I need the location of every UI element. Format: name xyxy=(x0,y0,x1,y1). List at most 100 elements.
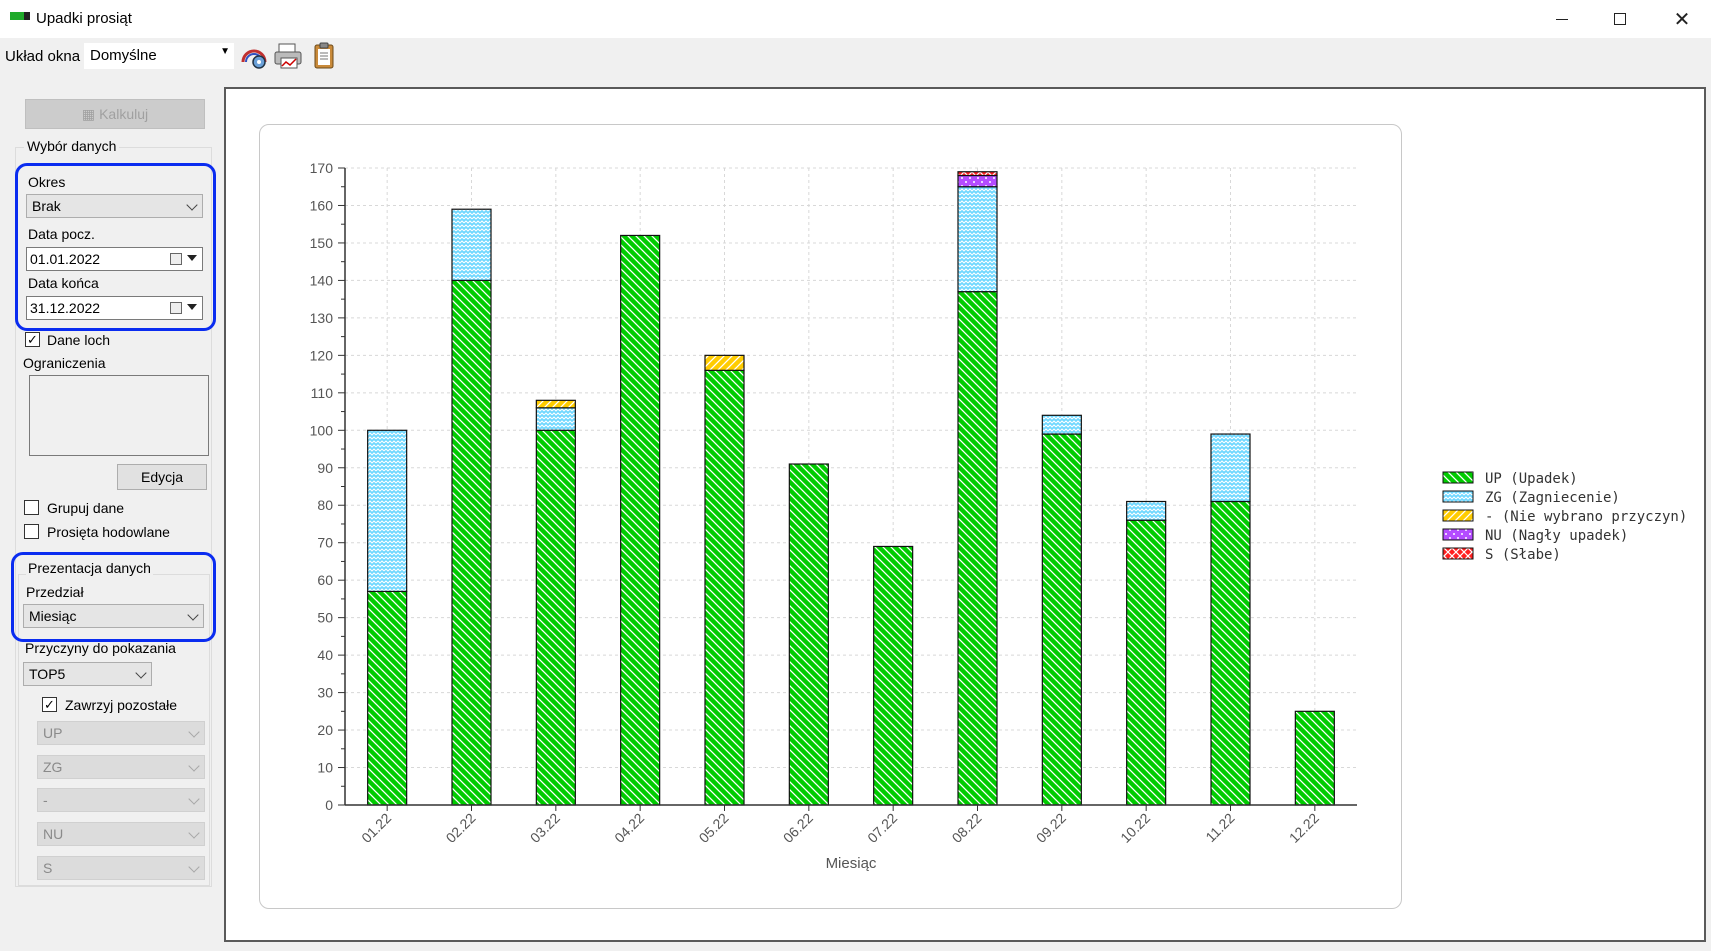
y-tick-label: 30 xyxy=(317,685,333,701)
bar-segment xyxy=(1126,519,1167,806)
x-tick-label: 06.22 xyxy=(780,810,816,846)
sow-data-label: Dane loch xyxy=(47,332,111,348)
x-tick-label: 03.22 xyxy=(527,810,563,846)
bar-segment xyxy=(957,186,998,293)
calendar-icon xyxy=(170,302,182,314)
legend-swatch xyxy=(1442,547,1474,560)
calculate-button[interactable]: ▦ Kalkuluj xyxy=(25,99,205,129)
period-select[interactable]: Brak xyxy=(26,194,203,218)
y-tick-label: 100 xyxy=(310,422,334,438)
legend-swatch xyxy=(1442,471,1474,484)
start-date-picker[interactable]: 01.01.2022 xyxy=(26,247,203,271)
dropdown-arrow-icon: ▼ xyxy=(220,46,230,57)
bar-segment xyxy=(451,279,492,806)
interval-select-value: Miesiąc xyxy=(29,608,77,624)
minimize-icon xyxy=(1556,18,1568,20)
cause-select-4[interactable]: NU xyxy=(37,822,205,846)
maximize-icon xyxy=(1614,13,1626,25)
y-tick-label: 50 xyxy=(317,610,333,626)
y-tick-label: 150 xyxy=(310,235,334,251)
cause-select-1[interactable]: UP xyxy=(37,721,205,745)
layout-label: Układ okna xyxy=(5,48,81,65)
window-title: Upadki prosiąt xyxy=(36,10,132,27)
calendar-icon xyxy=(170,253,182,265)
group-data-checkbox[interactable] xyxy=(24,500,39,515)
dropdown-arrow-icon xyxy=(187,304,197,310)
chart-settings-icon[interactable] xyxy=(240,42,270,70)
cause-select-value: NU xyxy=(43,826,64,842)
minimize-button[interactable] xyxy=(1533,0,1591,38)
y-tick-label: 140 xyxy=(310,272,334,288)
bar-segment xyxy=(957,291,998,806)
y-tick-label: 130 xyxy=(310,310,334,326)
y-tick-label: 120 xyxy=(310,347,334,363)
bar-segment xyxy=(1041,433,1082,806)
legend-swatch xyxy=(1442,528,1474,541)
presentation-highlight xyxy=(11,552,216,642)
bar-segment xyxy=(367,590,408,806)
bar-segment xyxy=(620,234,661,806)
edit-button[interactable]: Edycja xyxy=(117,464,207,490)
x-tick-label: 08.22 xyxy=(949,810,985,846)
bar-segment xyxy=(367,429,408,593)
bar-segment xyxy=(1294,710,1335,806)
data-selection-title: Wybór danych xyxy=(24,138,120,154)
include-rest-label: Zawrzyj pozostałe xyxy=(65,697,178,713)
start-date-label: Data pocz. xyxy=(28,226,95,242)
y-tick-label: 20 xyxy=(317,722,333,738)
bar-segment xyxy=(1041,414,1082,435)
causes-label: Przyczyny do pokazania xyxy=(25,640,176,656)
legend-label: UP (Upadek) xyxy=(1485,471,1578,487)
cause-select-3[interactable]: - xyxy=(37,788,205,812)
restrictions-label: Ograniczenia xyxy=(23,355,106,371)
close-button[interactable]: ✕ xyxy=(1653,0,1711,38)
cause-select-2[interactable]: ZG xyxy=(37,755,205,779)
sow-data-checkbox[interactable]: ✓ xyxy=(25,332,40,347)
y-tick-label: 170 xyxy=(310,160,334,176)
y-tick-label: 70 xyxy=(317,535,333,551)
bar-segment xyxy=(704,369,745,806)
cause-select-value: S xyxy=(43,860,53,876)
legend-swatch xyxy=(1442,509,1474,522)
causes-select[interactable]: TOP5 xyxy=(23,662,152,686)
y-tick-label: 160 xyxy=(310,197,334,213)
end-date-label: Data końca xyxy=(28,275,99,291)
raised-piglets-checkbox[interactable] xyxy=(24,524,39,539)
legend-label: ZG (Zagniecenie) xyxy=(1485,490,1620,506)
dropdown-arrow-icon xyxy=(187,255,197,261)
checkmark-icon: ✓ xyxy=(27,332,38,347)
y-tick-label: 60 xyxy=(317,572,333,588)
x-tick-label: 07.22 xyxy=(864,810,900,846)
raised-piglets-label: Prosięta hodowlane xyxy=(47,524,170,540)
layout-select-value: Domyślne xyxy=(90,47,157,64)
interval-select[interactable]: Miesiąc xyxy=(23,604,204,628)
y-tick-label: 40 xyxy=(317,647,333,663)
end-date-value: 31.12.2022 xyxy=(30,300,101,316)
restrictions-box[interactable] xyxy=(29,375,209,456)
include-rest-checkbox[interactable]: ✓ xyxy=(42,697,57,712)
cause-select-5[interactable]: S xyxy=(37,856,205,880)
cause-select-value: ZG xyxy=(43,759,63,775)
checkmark-icon: ✓ xyxy=(44,697,55,712)
clipboard-icon[interactable] xyxy=(309,42,339,70)
cause-select-value: - xyxy=(43,792,48,808)
x-axis-label: Miesiąc xyxy=(826,855,877,872)
legend-label: - (Nie wybrano przyczyn) xyxy=(1485,509,1687,525)
bar-segment xyxy=(535,407,576,431)
calculator-icon: ▦ xyxy=(81,105,96,122)
bar-segment xyxy=(535,399,576,409)
y-tick-label: 0 xyxy=(325,797,333,813)
bar-segment xyxy=(704,354,745,371)
print-chart-icon[interactable] xyxy=(273,42,303,70)
bar-segment xyxy=(1210,500,1251,806)
legend-label: S (Słabe) xyxy=(1485,547,1561,563)
y-tick-label: 110 xyxy=(311,385,334,401)
causes-select-value: TOP5 xyxy=(29,666,66,682)
maximize-button[interactable] xyxy=(1591,0,1649,38)
bar-segment xyxy=(1210,433,1251,503)
x-tick-label: 09.22 xyxy=(1033,810,1069,846)
period-label: Okres xyxy=(28,174,66,190)
layout-select[interactable]: Domyślne ▼ xyxy=(84,43,234,69)
end-date-picker[interactable]: 31.12.2022 xyxy=(26,296,203,320)
